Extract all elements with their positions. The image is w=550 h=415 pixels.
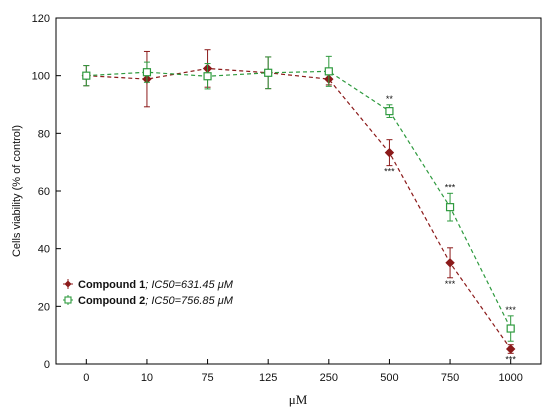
data-point: [142, 68, 152, 77]
y-tick-label: 20: [38, 301, 50, 313]
x-tick-label: 10: [141, 372, 153, 384]
significance-label: ***: [505, 354, 516, 364]
y-tick-label: 100: [32, 71, 50, 83]
data-point: [445, 203, 455, 212]
significance-label: **: [386, 94, 394, 104]
legend-label-rest: ; IC50=756.85 μM: [145, 295, 233, 307]
legend-label: Compound 2; IC50=756.85 μM: [78, 295, 234, 307]
data-point: [324, 67, 333, 76]
data-point: [82, 71, 91, 80]
x-tick-label: 750: [441, 372, 459, 384]
data-point: [505, 344, 516, 354]
data-point: [385, 107, 394, 116]
legend-marker: [64, 280, 72, 288]
significance-label: ***: [384, 167, 395, 177]
significance-label: ***: [445, 182, 456, 192]
y-axis-title: Cells viability (% of control): [11, 125, 23, 257]
data-point: [445, 258, 455, 268]
series-line: [86, 67, 512, 350]
data-point: [506, 324, 515, 333]
y-tick-label: 120: [32, 13, 50, 25]
x-tick-label: 1000: [498, 372, 522, 384]
legend-label-bold: Compound 1: [78, 279, 145, 291]
data-point: [384, 147, 395, 158]
y-tick-label: 40: [38, 244, 50, 256]
y-axis: 0 20 40 60 80 100 120: [32, 13, 61, 371]
significance-label: ***: [505, 305, 516, 315]
series-2: ********: [82, 55, 516, 342]
x-axis-title: μM: [289, 392, 308, 407]
x-tick-label: 0: [83, 372, 89, 384]
series-layer: *****************: [81, 49, 516, 364]
significance-label: ***: [445, 279, 456, 289]
x-tick-label: 500: [380, 372, 398, 384]
x-tick-label: 125: [259, 372, 277, 384]
legend-label: Compound 1; IC50=631.45 μM: [78, 279, 234, 291]
plot-frame: [55, 17, 542, 365]
y-tick-label: 60: [38, 186, 50, 198]
data-point: [264, 68, 273, 77]
x-tick-label: 250: [320, 372, 338, 384]
series-line: [86, 70, 512, 329]
x-axis: 0 10 75 125 250 500 750 1000: [83, 359, 523, 384]
legend-marker: [64, 296, 72, 304]
y-tick-label: 80: [38, 128, 50, 140]
legend-label-bold: Compound 2: [78, 295, 145, 307]
y-tick-label: 0: [44, 359, 50, 371]
legend-label-rest: ; IC50=631.45 μM: [145, 279, 233, 291]
x-tick-label: 75: [201, 372, 213, 384]
data-point: [203, 72, 212, 81]
